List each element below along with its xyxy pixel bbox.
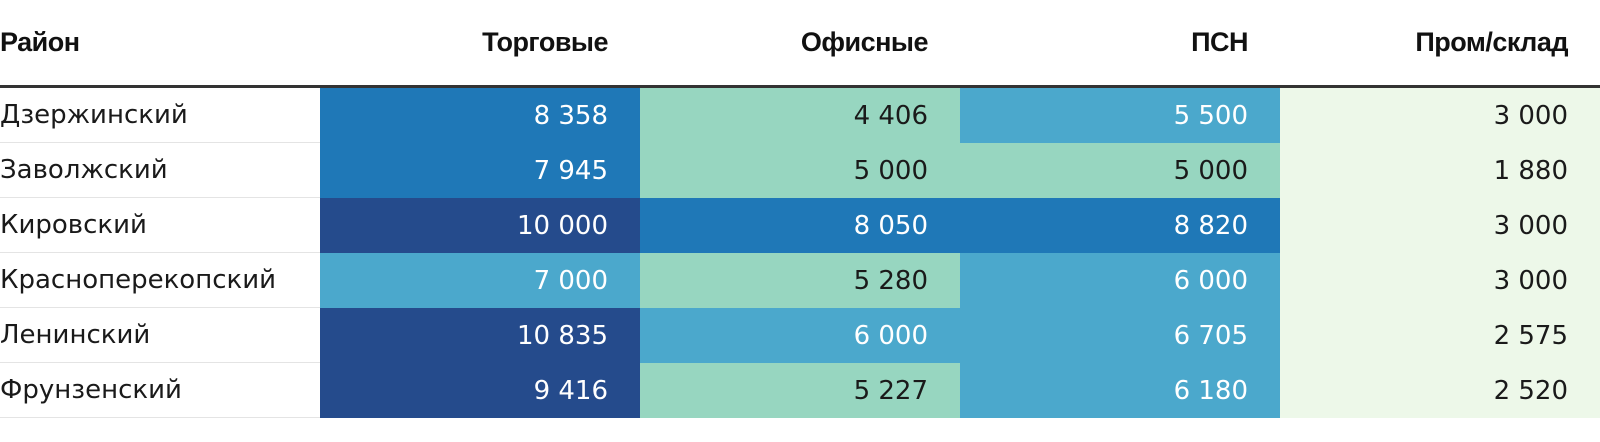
- value-cell-psn: 8 820: [960, 198, 1280, 253]
- value-cell-retail: 7 945: [320, 143, 640, 198]
- district-name: Ленинский: [0, 308, 320, 363]
- value-cell-psn: 6 705: [960, 308, 1280, 363]
- value-cell-industrial: 1 880: [1280, 143, 1600, 198]
- header-retail: Торговые: [482, 27, 608, 57]
- table-row: Красноперекопский 7 000 5 280 6 000 3 000: [0, 253, 1600, 308]
- district-name: Заволжский: [0, 143, 320, 198]
- value-cell-office: 6 000: [640, 308, 960, 363]
- table-row: Кировский 10 000 8 050 8 820 3 000: [0, 198, 1600, 253]
- table-row: Фрунзенский 9 416 5 227 6 180 2 520: [0, 363, 1600, 418]
- table-body: Дзержинский 8 358 4 406 5 500 3 000 Заволжски…: [0, 88, 1600, 418]
- header-office: Офисные: [800, 27, 929, 57]
- value-cell-psn: 5 000: [960, 143, 1280, 198]
- table-header-row: Район Торговые Офисные ПСН Пром/склад: [0, 0, 1600, 88]
- value-cell-office: 5 227: [640, 363, 960, 418]
- value-cell-retail: 8 358: [320, 88, 640, 143]
- value-cell-industrial: 3 000: [1280, 198, 1600, 253]
- value-cell-industrial: 3 000: [1280, 253, 1600, 308]
- value-cell-industrial: 2 575: [1280, 308, 1600, 363]
- table-row: Дзержинский 8 358 4 406 5 500 3 000: [0, 88, 1600, 143]
- value-cell-psn: 6 180: [960, 363, 1280, 418]
- value-cell-office: 4 406: [640, 88, 960, 143]
- value-cell-retail: 7 000: [320, 253, 640, 308]
- value-cell-office: 8 050: [640, 198, 960, 253]
- table-row: Ленинский 10 835 6 000 6 705 2 575: [0, 308, 1600, 363]
- value-cell-retail: 10 835: [320, 308, 640, 363]
- header-psn: ПСН: [1191, 27, 1248, 57]
- value-cell-retail: 9 416: [320, 363, 640, 418]
- value-cell-psn: 5 500: [960, 88, 1280, 143]
- district-name: Красноперекопский: [0, 253, 320, 308]
- value-cell-psn: 6 000: [960, 253, 1280, 308]
- district-name: Кировский: [0, 198, 320, 253]
- value-cell-office: 5 280: [640, 253, 960, 308]
- value-cell-office: 5 000: [640, 143, 960, 198]
- value-cell-retail: 10 000: [320, 198, 640, 253]
- district-name: Дзержинский: [0, 88, 320, 143]
- table-row: Заволжский 7 945 5 000 5 000 1 880: [0, 143, 1600, 198]
- value-cell-industrial: 3 000: [1280, 88, 1600, 143]
- header-industrial: Пром/склад: [1415, 27, 1568, 57]
- value-cell-industrial: 2 520: [1280, 363, 1600, 418]
- header-district: Район: [0, 27, 80, 57]
- district-name: Фрунзенский: [0, 363, 320, 418]
- district-table: Район Торговые Офисные ПСН Пром/склад Дз…: [0, 0, 1600, 418]
